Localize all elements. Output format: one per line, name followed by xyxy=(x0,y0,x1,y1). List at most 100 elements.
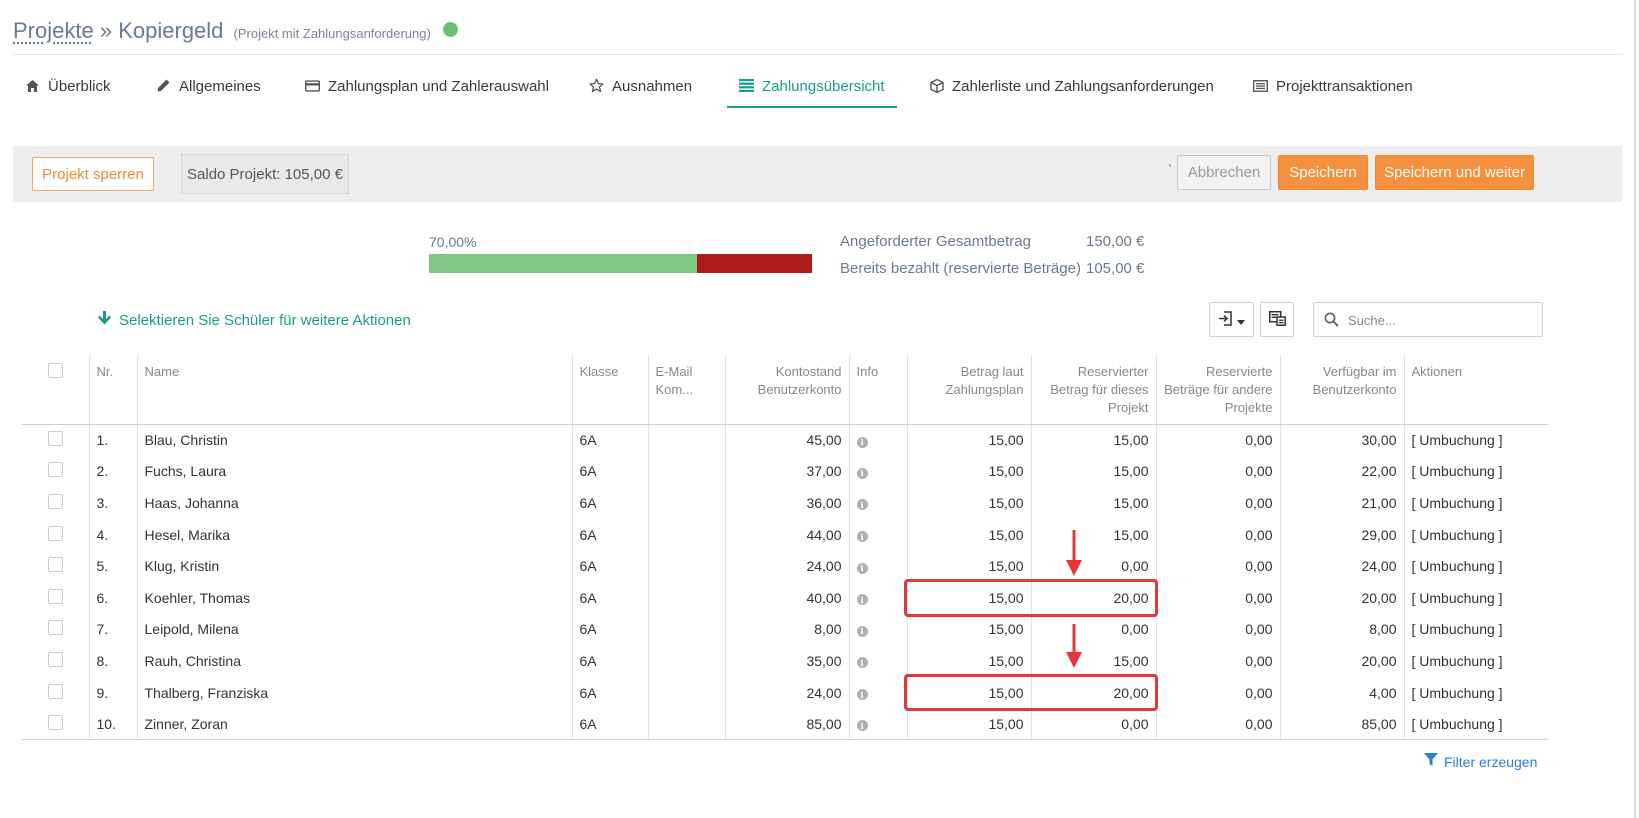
action-toolbar: Projekt sperren Saldo Projekt: 105,00 € … xyxy=(13,146,1622,202)
save-button[interactable]: Speichern xyxy=(1278,155,1368,190)
cell-klasse: 6A xyxy=(572,613,649,646)
info-icon[interactable]: i xyxy=(856,562,868,574)
umbuchung-link[interactable]: [ Umbuchung ] xyxy=(1411,494,1503,511)
cell-klasse: 6A xyxy=(572,645,649,677)
row-checkbox[interactable] xyxy=(48,557,63,573)
cell-info: i xyxy=(849,424,908,456)
col-header-betrag[interactable]: Betrag laut Zahlungsplan xyxy=(907,355,1032,425)
cell-reserviert[interactable]: 15,00 xyxy=(1031,424,1157,456)
cell-andere: 0,00 xyxy=(1156,455,1281,488)
cell-klasse: 6A xyxy=(572,581,649,614)
cell-betrag: 15,00 xyxy=(907,455,1032,488)
tab-ausnahmen[interactable]: Ausnahmen xyxy=(577,72,704,108)
cell-info: i xyxy=(849,455,908,488)
cell-kontostand: 35,00 xyxy=(725,645,850,677)
create-filter-link[interactable]: Filter erzeugen xyxy=(1424,753,1537,770)
cell-nr: 2. xyxy=(89,455,138,488)
info-icon[interactable]: i xyxy=(856,625,868,637)
tab-label: Zahlungsübersicht xyxy=(762,78,885,95)
save-and-continue-button[interactable]: Speichern und weiter xyxy=(1375,155,1534,190)
select-students-hint[interactable]: Selektieren Sie Schüler für weitere Akti… xyxy=(98,311,411,329)
umbuchung-link[interactable]: [ Umbuchung ] xyxy=(1411,621,1503,638)
cell-reserviert[interactable]: 15,00 xyxy=(1031,645,1157,677)
column-toggle-button[interactable] xyxy=(1260,302,1294,337)
cell-email xyxy=(648,613,726,646)
tab-zahlungsuebersicht[interactable]: Zahlungsübersicht xyxy=(727,72,897,108)
search-input[interactable] xyxy=(1346,309,1536,331)
info-icon[interactable]: i xyxy=(856,436,868,448)
col-header-name[interactable]: Name xyxy=(137,355,573,425)
umbuchung-link[interactable]: [ Umbuchung ] xyxy=(1411,589,1503,606)
cell-reserviert[interactable]: 15,00 xyxy=(1031,518,1157,551)
umbuchung-link[interactable]: [ Umbuchung ] xyxy=(1411,652,1503,669)
cell-verfuegbar: 20,00 xyxy=(1280,645,1405,677)
col-header-reserviert[interactable]: Reservierter Betrag für dieses Projekt xyxy=(1031,355,1157,425)
table-row: 5. Klug, Kristin 6A 24,00 i 15,00 0,00 0,00 24,0… xyxy=(22,550,1548,582)
row-select-cell xyxy=(22,518,90,551)
breadcrumb-projekte-link[interactable]: Projekte xyxy=(13,18,94,43)
export-dropdown-button[interactable] xyxy=(1209,302,1254,337)
cell-email xyxy=(648,708,726,741)
table-row: 9. Thalberg, Franziska 6A 24,00 i 15,00 20,00 0… xyxy=(22,676,1548,709)
row-checkbox[interactable] xyxy=(48,588,63,604)
tab-zahlungsplan[interactable]: Zahlungsplan und Zahlerauswahl xyxy=(293,72,561,108)
row-checkbox[interactable] xyxy=(48,620,63,636)
row-checkbox[interactable] xyxy=(48,714,63,730)
cell-reserviert[interactable]: 0,00 xyxy=(1031,550,1157,582)
col-header-verfuegbar[interactable]: Verfügbar im Benutzerkonto xyxy=(1280,355,1405,425)
cell-reserviert[interactable]: 20,00 xyxy=(1031,676,1157,709)
cell-reserviert[interactable]: 15,00 xyxy=(1031,487,1157,519)
row-checkbox[interactable] xyxy=(48,651,63,667)
umbuchung-link[interactable]: [ Umbuchung ] xyxy=(1411,463,1503,480)
row-checkbox[interactable] xyxy=(48,493,63,509)
tab-ueberblick[interactable]: Überblick xyxy=(13,72,123,108)
info-icon[interactable]: i xyxy=(856,531,868,543)
cell-verfuegbar: 29,00 xyxy=(1280,518,1405,551)
umbuchung-link[interactable]: [ Umbuchung ] xyxy=(1411,684,1503,701)
cell-reserviert[interactable]: 20,00 xyxy=(1031,581,1157,614)
cell-reserviert[interactable]: 0,00 xyxy=(1031,613,1157,646)
cell-name: Hesel, Marika xyxy=(137,518,573,551)
col-header-andere[interactable]: Reservierte Beträge für andere Projekte xyxy=(1156,355,1281,425)
cell-kontostand: 36,00 xyxy=(725,487,850,519)
cancel-button[interactable]: Abbrechen xyxy=(1177,155,1271,190)
row-checkbox[interactable] xyxy=(48,462,63,478)
tab-projekttransaktionen[interactable]: Projekttransaktionen xyxy=(1241,72,1425,108)
tab-allgemeines[interactable]: Allgemeines xyxy=(144,72,273,108)
col-header-email[interactable]: E-Mail Kom... xyxy=(648,355,726,425)
info-icon[interactable]: i xyxy=(856,689,868,701)
cell-nr: 5. xyxy=(89,550,138,582)
paid-total-label: Bereits bezahlt (reservierte Beträge) xyxy=(840,260,1081,277)
info-icon[interactable]: i xyxy=(856,467,868,479)
select-all-checkbox[interactable] xyxy=(48,363,63,378)
info-icon[interactable]: i xyxy=(856,499,868,511)
tab-zahlerliste[interactable]: Zahlerliste und Zahlungsanforderungen xyxy=(917,72,1226,108)
cell-verfuegbar: 20,00 xyxy=(1280,581,1405,614)
umbuchung-link[interactable]: [ Umbuchung ] xyxy=(1411,526,1503,543)
star-icon xyxy=(589,78,604,93)
umbuchung-link[interactable]: [ Umbuchung ] xyxy=(1404,708,1548,741)
info-icon[interactable]: i xyxy=(856,720,868,732)
col-header-info: Info xyxy=(849,355,908,425)
cell-andere: 0,00 xyxy=(1156,424,1281,456)
tab-label: Zahlerliste und Zahlungsanforderungen xyxy=(952,78,1214,95)
cell-info: i xyxy=(849,645,908,677)
cell-reserviert[interactable]: 15,00 xyxy=(1031,455,1157,488)
cell-klasse: 6A xyxy=(572,487,649,519)
col-header-nr[interactable]: Nr. xyxy=(89,355,138,425)
umbuchung-link[interactable]: [ Umbuchung ] xyxy=(1411,432,1503,449)
col-header-klasse[interactable]: Klasse xyxy=(572,355,649,425)
breadcrumb-separator: » xyxy=(99,18,113,43)
project-balance: Saldo Projekt: 105,00 € xyxy=(181,154,349,194)
row-select-cell xyxy=(22,581,90,614)
umbuchung-link[interactable]: [ Umbuchung ] xyxy=(1411,558,1503,575)
row-checkbox[interactable] xyxy=(48,525,63,541)
cell-reserviert[interactable]: 0,00 xyxy=(1031,708,1157,741)
row-checkbox[interactable] xyxy=(48,683,63,699)
info-icon[interactable]: i xyxy=(856,657,868,669)
info-icon[interactable]: i xyxy=(856,594,868,606)
lock-project-button[interactable]: Projekt sperren xyxy=(32,157,154,191)
row-checkbox[interactable] xyxy=(48,431,63,447)
col-header-kontostand[interactable]: Kontostand Benutzerkonto xyxy=(725,355,850,425)
row-select-cell xyxy=(22,455,90,488)
